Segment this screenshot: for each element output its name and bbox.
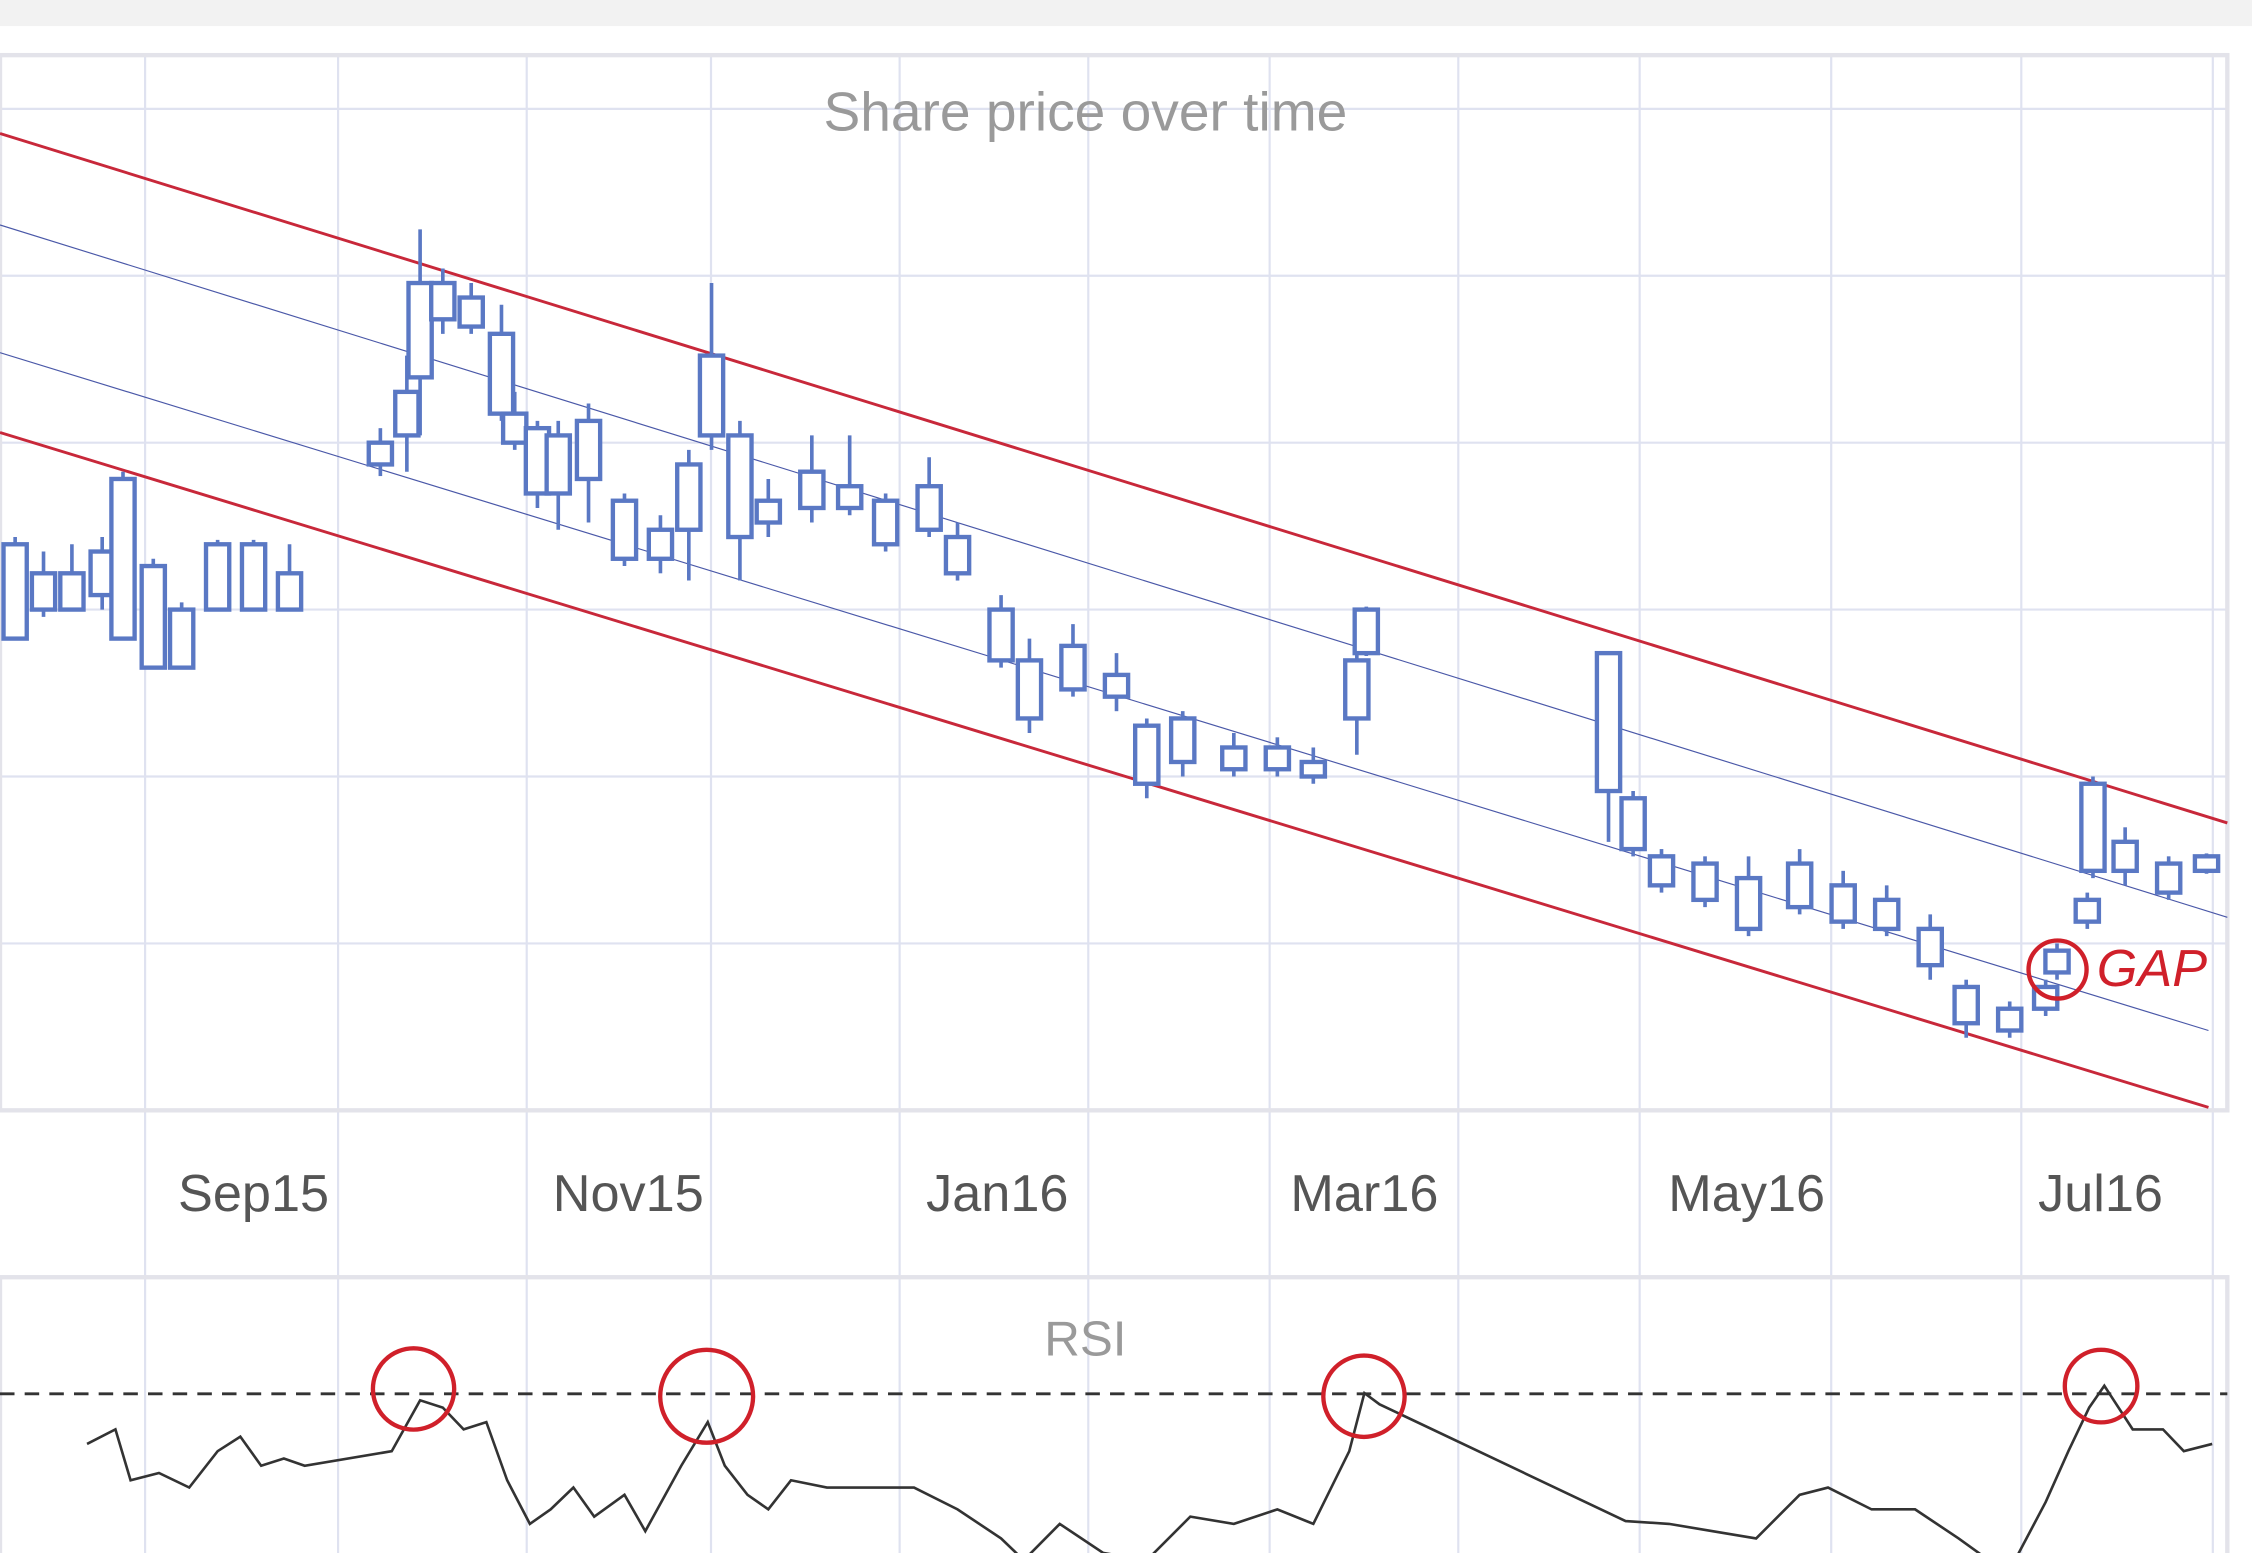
candle-body: [393, 389, 421, 438]
price-marks: Sep15 Nov15 Jan16 Mar16 May16 Jul16: [1, 229, 2221, 1223]
rsi-line: [86, 1383, 2213, 1553]
candle-body: [2154, 861, 2183, 895]
candle-body: [1132, 723, 1161, 786]
candle-body: [675, 462, 703, 532]
candle-body: [406, 280, 434, 380]
x-tick-label: Sep15: [178, 1165, 329, 1223]
candle-body: [2192, 854, 2221, 874]
candle-body: [1, 542, 29, 641]
rsi-marks: [0, 1383, 2228, 1553]
candle-body: [167, 607, 196, 670]
candle-body: [1594, 650, 1623, 794]
candle-body: [1916, 926, 1945, 968]
candle-body: [574, 418, 603, 482]
candle-body: [915, 484, 943, 532]
candle-body: [1263, 745, 1292, 772]
candle-body: [610, 498, 639, 561]
candle-body: [1299, 759, 1328, 779]
candle-body: [203, 542, 232, 612]
candle-body: [646, 527, 675, 561]
candle-body: [2079, 781, 2107, 874]
x-tick-label: Nov15: [553, 1165, 704, 1223]
candle-body: [544, 433, 573, 496]
candle-body: [2043, 948, 2071, 975]
candle-body: [109, 476, 137, 641]
candle-body: [239, 542, 268, 612]
candle-body: [835, 484, 864, 511]
candle-body: [754, 498, 783, 525]
hand-circles: [370, 938, 2140, 1445]
candle-body: [429, 280, 457, 322]
top-strip: [0, 0, 2252, 27]
candle-body: [987, 607, 1015, 663]
candle-body: [1619, 796, 1647, 852]
candle-body: [1785, 861, 1814, 910]
candle-body: [1691, 861, 1719, 903]
candle-body: [1734, 875, 1763, 932]
candle-body: [943, 534, 972, 576]
candle-body: [2073, 897, 2102, 924]
trend-line: [0, 224, 2228, 918]
candle-body: [1343, 658, 1371, 721]
gap-annotation: GAP: [2097, 940, 2207, 998]
candle-body: [1102, 672, 1131, 699]
x-tick-label: Jan16: [926, 1165, 1068, 1223]
rsi-panel: [0, 1275, 2230, 1553]
candle-body: [1872, 897, 1901, 932]
candle-body: [798, 469, 826, 511]
x-tick-label: Jul16: [2038, 1165, 2163, 1223]
trend-line: [0, 431, 2209, 1109]
candle-body: [1168, 716, 1197, 765]
candle-body: [1059, 643, 1087, 692]
candle-body: [871, 498, 900, 547]
candle-body: [1015, 658, 1044, 721]
candle-body: [487, 331, 516, 416]
candle-body: [697, 353, 726, 438]
x-tick-label: Mar16: [1290, 1165, 1438, 1223]
candle-body: [1647, 854, 1676, 888]
paper-grid: [0, 55, 2228, 1553]
candle-body: [500, 411, 529, 445]
candle-body: [1829, 883, 1857, 924]
candle-body: [1220, 745, 1248, 772]
candle-body: [2111, 839, 2139, 874]
x-tick-label: May16: [1668, 1165, 1825, 1223]
candle-body: [139, 563, 168, 670]
candle-body: [1995, 1006, 2024, 1033]
candle-body: [726, 433, 754, 540]
candle-body: [58, 571, 86, 612]
candle-body: [1952, 984, 1980, 1026]
price-panel: [0, 52, 2230, 1113]
candle-body: [275, 571, 304, 612]
candle-body: [457, 295, 485, 329]
chart-title: Share price over time: [823, 81, 1347, 143]
candle-body: [29, 571, 58, 612]
candle-body: [1352, 607, 1381, 656]
candle-body: [366, 440, 395, 467]
rsi-title: RSI: [1044, 1312, 1126, 1367]
trend-line: [0, 132, 2228, 825]
